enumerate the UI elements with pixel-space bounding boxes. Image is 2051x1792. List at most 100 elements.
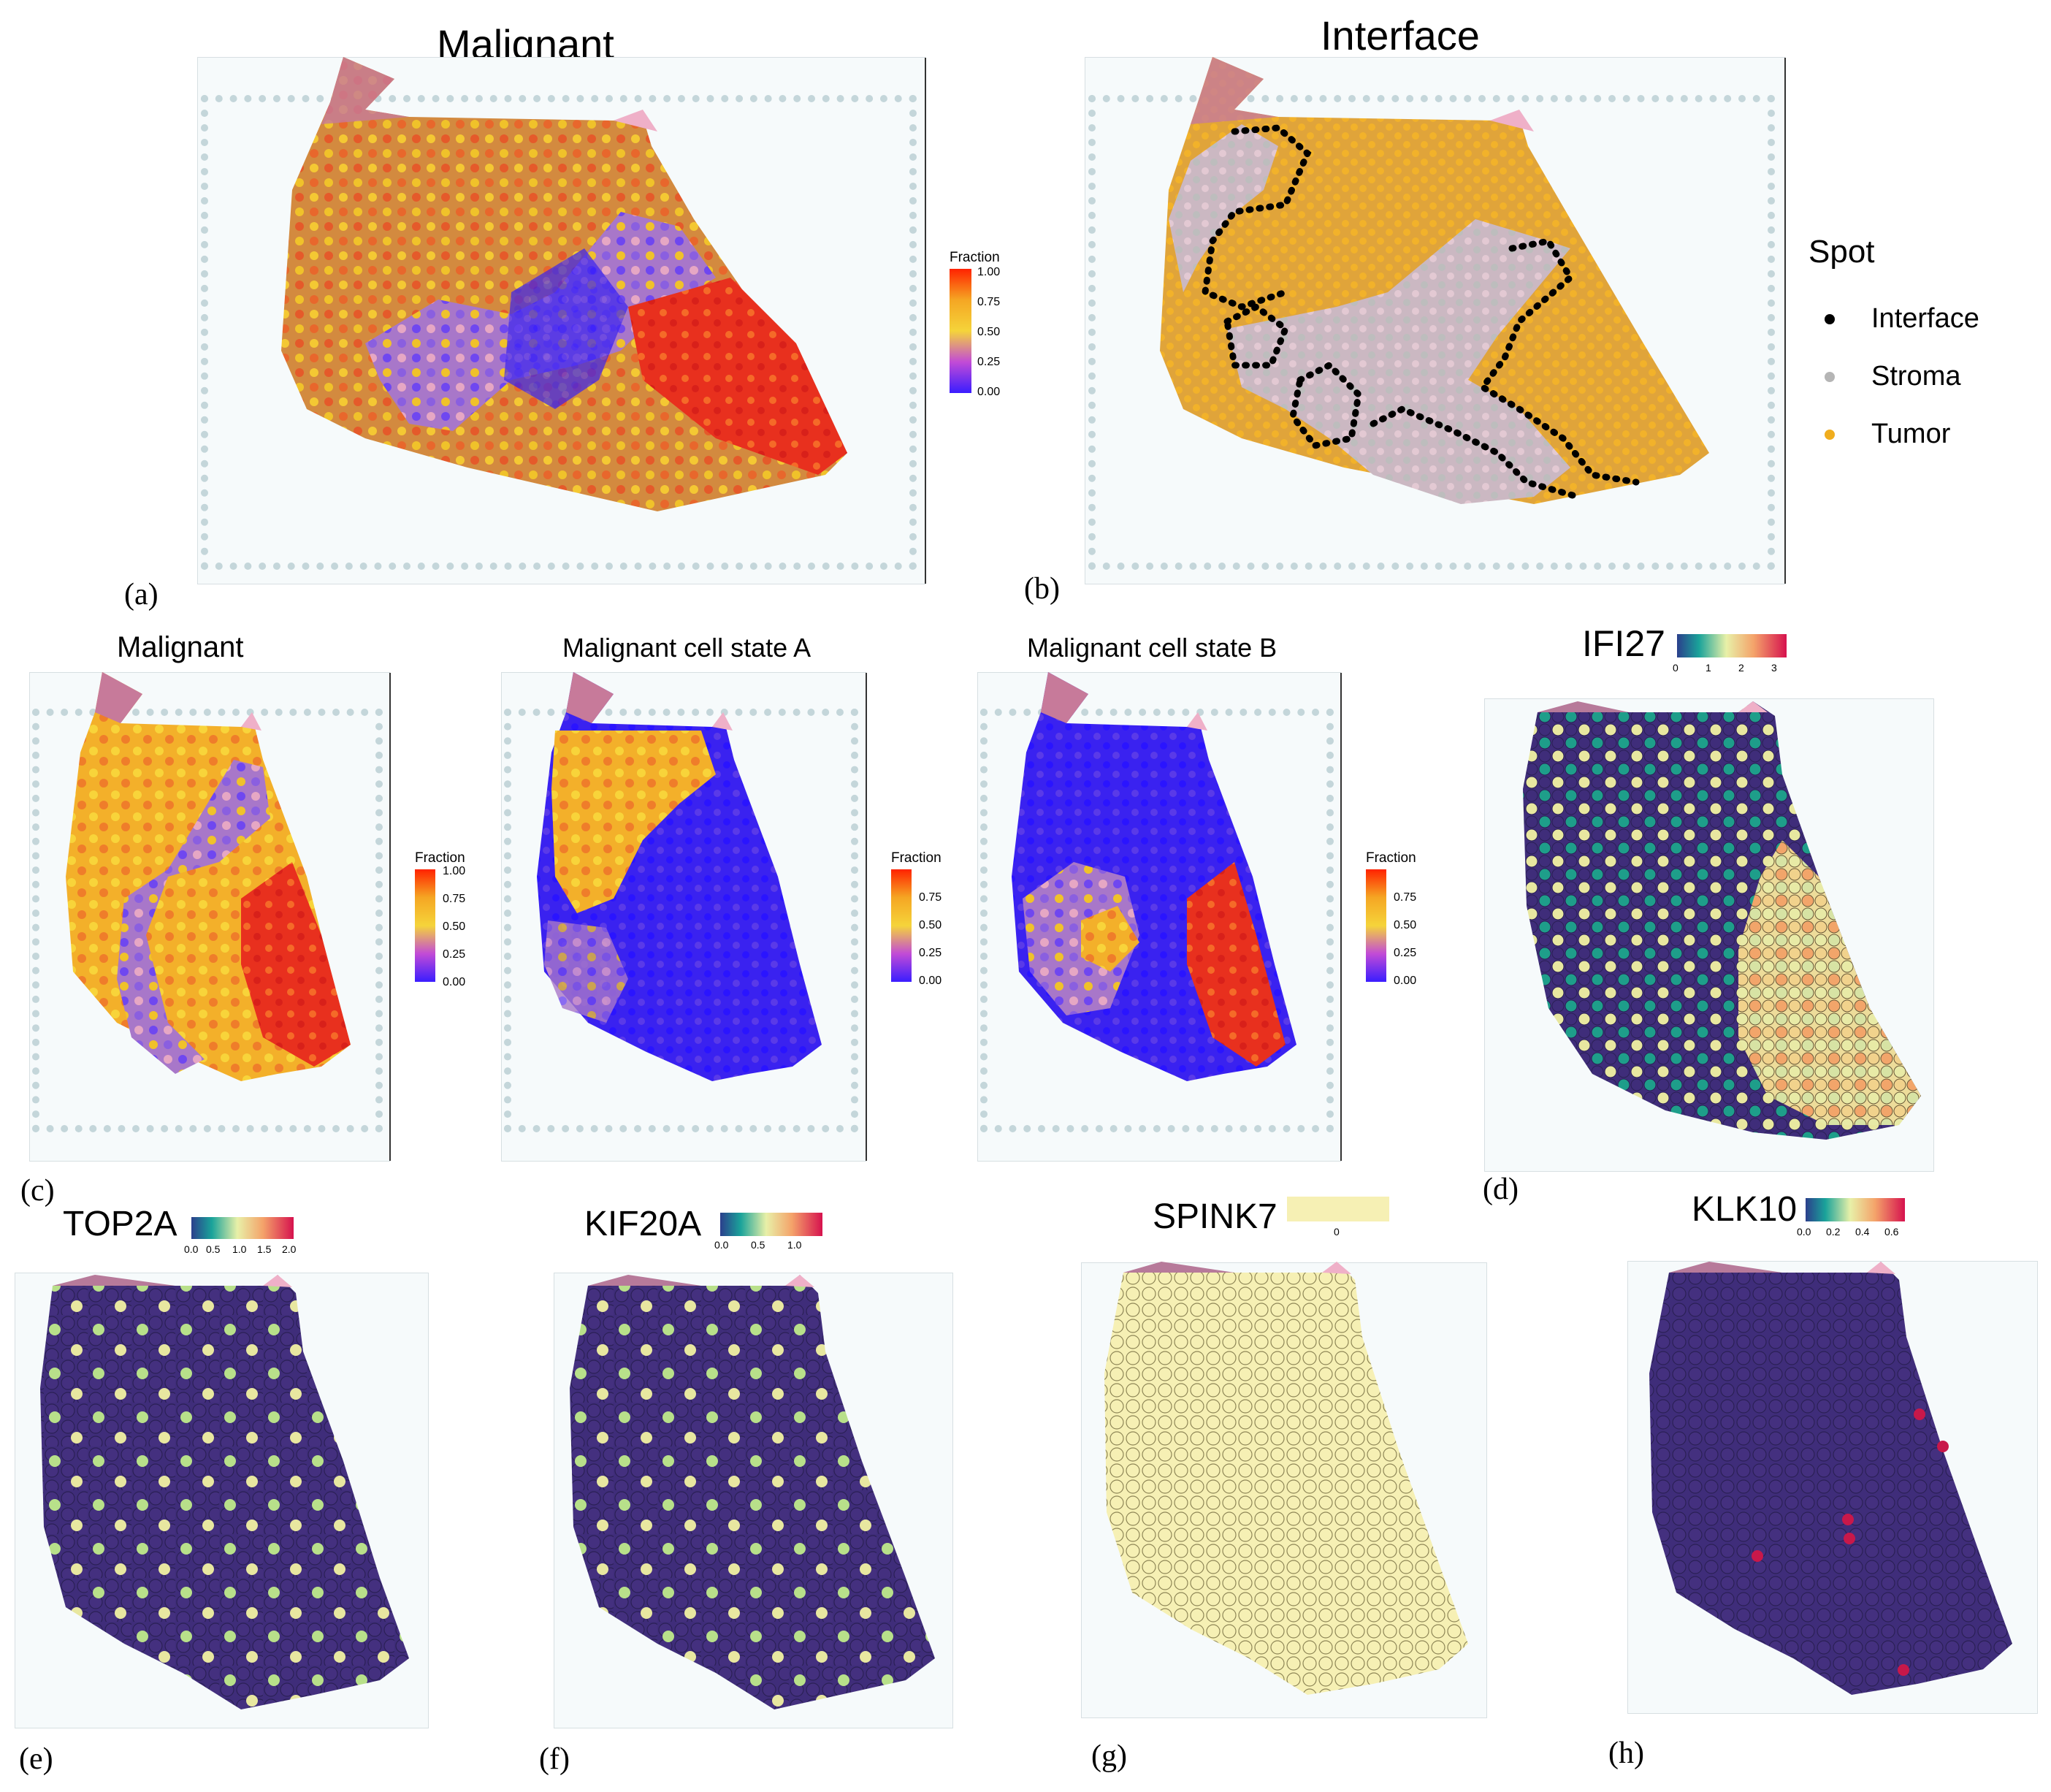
stroma-region — [1227, 219, 1570, 504]
colorbar-tick: 0.0 — [1797, 1226, 1811, 1238]
panel-c3-title: Malignant cell state B — [1027, 633, 1277, 663]
high-expression-spot — [1898, 1664, 1909, 1676]
colorbar-tick: 0 — [1673, 662, 1678, 674]
expression-colorbar — [1677, 634, 1787, 657]
high-expression-spot — [1914, 1408, 1925, 1420]
panel-g-label: (g) — [1091, 1739, 1127, 1773]
legend-item-tumor: Tumor — [1825, 419, 1950, 450]
high-expression-spot — [1842, 1514, 1854, 1525]
tissue-edge — [241, 712, 261, 731]
expression-colorbar — [1806, 1198, 1905, 1221]
colorbar-title: Fraction — [950, 250, 1000, 265]
colorbar-tick: 0.5 — [751, 1239, 765, 1251]
colorbar-tick: 0.75 — [1394, 891, 1417, 904]
colorbar-tick: 0.00 — [1394, 975, 1417, 987]
fraction-colorbar — [1366, 869, 1386, 982]
colorbar-tick: 0.4 — [1855, 1226, 1870, 1238]
expression-colorbar — [191, 1217, 294, 1239]
panel-e-label: (e) — [19, 1742, 53, 1776]
tissue-edge — [1867, 1262, 1895, 1274]
interface-spots — [1223, 302, 1290, 369]
panel-h-label: (h) — [1608, 1736, 1644, 1770]
colorbar-tick: 3 — [1771, 662, 1777, 674]
spot-grid — [32, 709, 383, 1132]
colorbar-tick: 0.50 — [919, 919, 942, 931]
spot-grid — [504, 709, 858, 1132]
colorbar-tick: 0.6 — [1884, 1226, 1899, 1238]
colorbar-tick: 0.25 — [443, 948, 466, 961]
colorbar-tick: 0.2 — [1826, 1226, 1841, 1238]
tissue-edge — [588, 1275, 701, 1286]
colorbar-tick: 0.00 — [919, 975, 942, 987]
tumor-region — [1081, 906, 1139, 972]
tumor-region — [551, 731, 716, 913]
colorbar-tick: 1 — [1706, 662, 1711, 674]
colorbar-tick: 0.0 — [714, 1239, 729, 1251]
colorbar-tick: 0.5 — [206, 1243, 221, 1255]
panel-f-label: (f) — [539, 1742, 570, 1776]
tissue-edge — [1191, 57, 1278, 124]
panel-a-label: (a) — [124, 578, 158, 611]
tissue-edge — [566, 672, 614, 723]
legend-dot-icon — [1825, 313, 1835, 324]
expression-colorbar — [720, 1213, 822, 1236]
colorbar-tick: 0.00 — [443, 976, 466, 988]
colorbar-title: Fraction — [891, 850, 942, 866]
tissue-edge — [785, 1275, 814, 1287]
panel-e-title: TOP2A — [63, 1205, 177, 1243]
colorbar-tick: 0.25 — [977, 356, 1001, 368]
fraction-colorbar — [415, 869, 435, 982]
panel-b-label: (b) — [1024, 572, 1060, 606]
panel-c1-title: Malignant — [117, 631, 244, 663]
fraction-colorbar — [950, 269, 971, 393]
high-expression-spot — [1844, 1533, 1855, 1544]
colorbar-tick: 0.50 — [443, 920, 466, 933]
expression-colorbar — [1287, 1197, 1389, 1221]
legend-dot-icon — [1825, 371, 1835, 382]
legend-item-interface: Interface — [1825, 303, 1979, 335]
tissue-edge — [1322, 1262, 1351, 1274]
high-expression-spot — [1937, 1441, 1949, 1452]
tissue-edge — [321, 57, 409, 124]
panel-g-title: SPINK7 — [1153, 1197, 1277, 1236]
colorbar-tick: 2.0 — [282, 1243, 297, 1255]
panel-h-title: KLK10 — [1692, 1190, 1798, 1229]
colorbar-tick: 0.75 — [919, 891, 942, 904]
panel-c2-title: Malignant cell state A — [562, 633, 811, 663]
colorbar-tick: 0.0 — [184, 1243, 199, 1255]
panel-f-title: KIF20A — [584, 1205, 702, 1243]
colorbar-tick: 0.50 — [1394, 919, 1417, 931]
tissue-edge — [95, 672, 142, 723]
colorbar-tick: 2 — [1738, 662, 1744, 674]
legend-dot-icon — [1825, 429, 1835, 440]
spot-grid — [201, 95, 917, 570]
expression-spots — [40, 1275, 409, 1709]
tissue-edge — [1669, 1262, 1782, 1273]
panel-c-label: (c) — [20, 1174, 55, 1208]
colorbar-tick: 1.00 — [443, 865, 466, 877]
high-fraction-region — [1187, 862, 1286, 1067]
legend-label: Tumor — [1871, 419, 1951, 449]
panel-b-title: Interface — [1321, 12, 1480, 58]
colorbar-tick: 0.50 — [977, 326, 1001, 338]
high-fraction-region — [241, 862, 351, 1067]
spot-grid — [1088, 95, 1775, 570]
colorbar-title: Fraction — [415, 850, 465, 866]
legend-item-stroma: Stroma — [1825, 361, 1960, 392]
colorbar-title: Fraction — [1366, 850, 1416, 866]
expression-spots — [570, 1275, 935, 1709]
expression-spots — [1649, 1262, 2012, 1695]
tissue-edge — [712, 712, 733, 731]
spot-grid — [980, 709, 1334, 1132]
tissue-edge — [1490, 110, 1534, 131]
stroma-region — [1169, 124, 1278, 292]
tissue-edge — [53, 1275, 175, 1286]
high-fraction-region — [628, 278, 847, 475]
